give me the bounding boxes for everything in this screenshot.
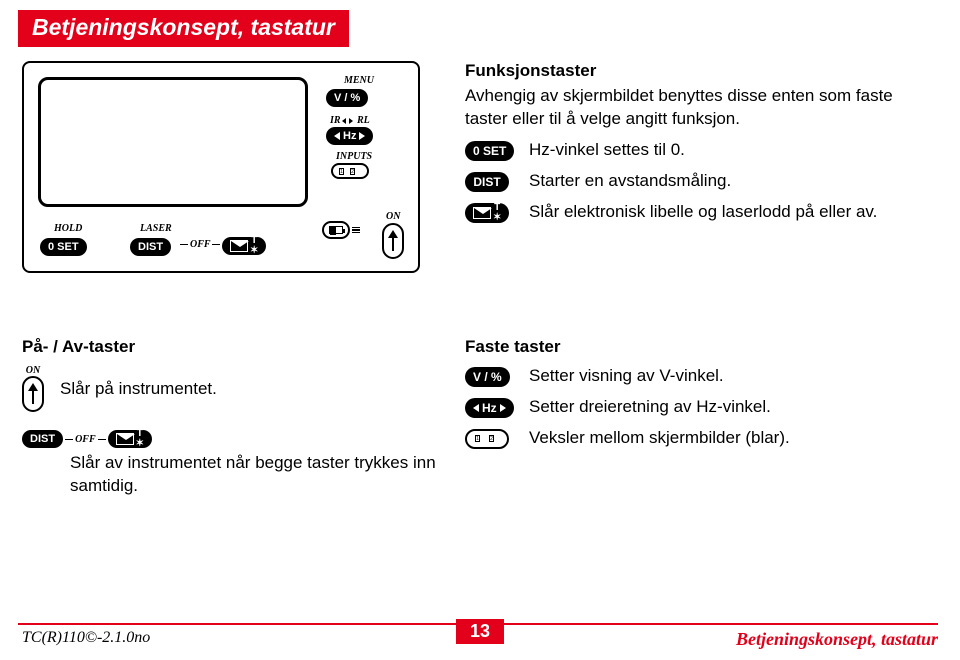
hold-label: HOLD — [54, 223, 82, 234]
device-frame: MENU V / % IR RL Hz INPUTS 1 2 — [22, 61, 420, 273]
ir-arrow-icon — [342, 118, 346, 124]
row-vpct: V / % Setter visning av V-vinkel. — [465, 365, 925, 388]
laser-label: LASER — [140, 223, 172, 234]
row-hz-text: Setter dreieretning av Hz-vinkel. — [529, 396, 925, 419]
on-button[interactable] — [382, 223, 404, 259]
inputs-label: INPUTS — [336, 151, 372, 162]
off-label: OFF — [75, 434, 96, 445]
faste-taster-block: Faste taster V / % Setter visning av V-v… — [465, 337, 925, 458]
hz-pill[interactable]: Hz — [465, 398, 514, 418]
inputs-button[interactable]: 1 2 — [331, 163, 369, 179]
onoff-block: På- / Av-taster ON Slår på instrumentet.… — [22, 337, 442, 498]
connector-line-2 — [212, 244, 220, 245]
on-button-2[interactable] — [22, 376, 44, 412]
content-area: MENU V / % IR RL Hz INPUTS 1 2 — [0, 47, 960, 57]
dist-button[interactable]: DIST — [130, 237, 171, 256]
row-env-text: Slår elektronisk libelle og laserlodd på… — [529, 201, 925, 224]
onoff-heading: På- / Av-taster — [22, 337, 442, 357]
row-inputs: 1 2 Veksler mellom skjermbilder (blar). — [465, 427, 925, 450]
on-text: Slår på instrumentet. — [60, 379, 217, 399]
row-vpct-text: Setter visning av V-vinkel. — [529, 365, 925, 388]
envelope-pill[interactable]: T✶ — [465, 203, 509, 223]
off-text: Slår av instrumentet når begge taster tr… — [22, 452, 442, 498]
row-inputs-text: Veksler mellom skjermbilder (blar). — [529, 427, 925, 450]
funksjonstaster-block: Funksjonstaster Avhengig av skjermbildet… — [465, 61, 925, 232]
device-screen — [38, 77, 308, 207]
rl-arrow-icon — [349, 118, 353, 124]
footer-center: 13 — [456, 619, 504, 644]
row-0set: 0 SET Hz-vinkel settes til 0. — [465, 139, 925, 162]
footer: TC(R)110©-2.1.0no 13 Betjeningskonsept, … — [0, 622, 960, 646]
left-arrow-icon — [334, 132, 340, 140]
menu-label: MENU — [344, 75, 374, 86]
zero-set-button[interactable]: 0 SET — [40, 237, 87, 256]
faste-heading: Faste taster — [465, 337, 925, 357]
device-column: MENU V / % IR RL Hz INPUTS 1 2 — [22, 61, 442, 273]
lines-icon — [352, 226, 360, 234]
dist-pill[interactable]: DIST — [465, 172, 509, 192]
vpct-button[interactable]: V / % — [326, 88, 368, 107]
inputs-pill[interactable]: 1 2 — [465, 429, 509, 449]
envelope-pill-2[interactable]: T✶ — [108, 430, 152, 448]
page-header: Betjeningskonsept, tastatur — [18, 10, 349, 47]
hz-button[interactable]: Hz — [326, 127, 373, 145]
row-dist-text: Starter en avstandsmåling. — [529, 170, 925, 193]
on-small-label: ON — [26, 365, 40, 376]
dist-pill-2[interactable]: DIST — [22, 430, 63, 448]
envelope-icon — [116, 433, 134, 445]
right-arrow-icon — [500, 404, 506, 412]
row-env: T✶ Slår elektronisk libelle og laserlodd… — [465, 201, 925, 224]
right-arrow-icon — [359, 132, 365, 140]
battery-button[interactable] — [322, 221, 360, 239]
footer-left: TC(R)110©-2.1.0no — [22, 629, 150, 647]
zero-set-pill[interactable]: 0 SET — [465, 141, 514, 161]
connector-line — [180, 244, 188, 245]
envelope-button[interactable]: T✶ — [222, 237, 266, 257]
off-device-label: OFF — [190, 239, 211, 250]
rl-label: RL — [357, 115, 370, 126]
ir-label: IR — [330, 115, 341, 126]
envelope-icon — [230, 240, 248, 252]
on-label: ON — [386, 211, 400, 222]
left-arrow-icon — [473, 404, 479, 412]
row-hz: Hz Setter dreieretning av Hz-vinkel. — [465, 396, 925, 419]
funksjonstaster-desc: Avhengig av skjermbildet benyttes disse … — [465, 85, 925, 131]
footer-right: Betjeningskonsept, tastatur — [736, 629, 938, 650]
vpct-pill[interactable]: V / % — [465, 367, 510, 387]
funksjonstaster-heading: Funksjonstaster — [465, 61, 925, 81]
envelope-icon — [473, 207, 491, 219]
row-dist: DIST Starter en avstandsmåling. — [465, 170, 925, 193]
off-combo: DIST OFF T✶ — [22, 430, 442, 448]
row-0set-text: Hz-vinkel settes til 0. — [529, 139, 925, 162]
